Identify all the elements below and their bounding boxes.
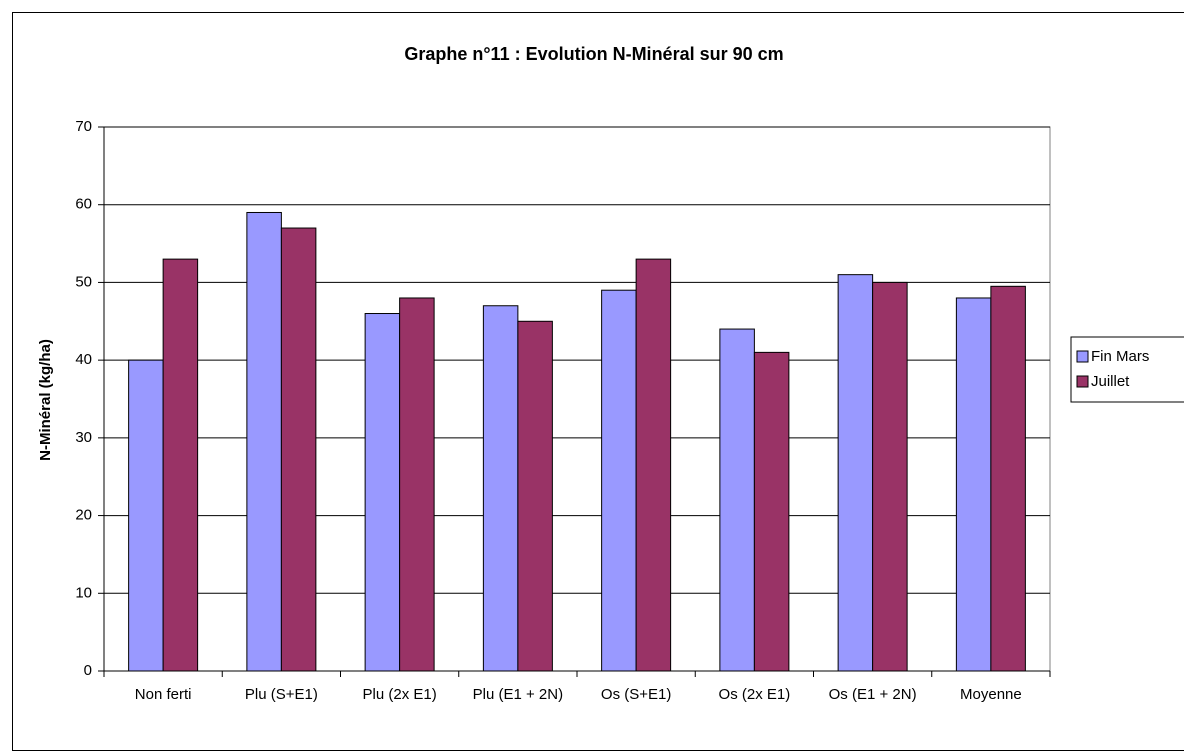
y-tick-label: 30 xyxy=(75,429,92,446)
bar xyxy=(128,359,164,672)
bar xyxy=(990,285,1026,672)
bar xyxy=(753,351,790,672)
bar xyxy=(601,289,637,672)
bar xyxy=(162,258,199,672)
y-tick-label: 50 xyxy=(75,273,92,290)
y-tick-label: 20 xyxy=(75,507,92,524)
legend-label: Juillet xyxy=(1091,373,1130,390)
legend-swatch xyxy=(1076,375,1089,388)
x-tick-label: Plu (S+E1) xyxy=(244,686,318,703)
bar xyxy=(955,297,992,672)
bar xyxy=(837,274,874,672)
bar xyxy=(399,297,435,672)
legend-label: Fin Mars xyxy=(1091,348,1149,365)
y-tick-label: 0 xyxy=(84,662,92,679)
y-tick-label: 70 xyxy=(75,118,92,135)
chart-title: Graphe n°11 : Evolution N-Minéral sur 90… xyxy=(404,44,783,64)
x-tick-label: Non ferti xyxy=(134,686,192,703)
x-tick-label: Plu (E1 + 2N) xyxy=(472,686,564,703)
bar xyxy=(719,328,755,672)
bar xyxy=(280,227,317,672)
x-tick-label: Os (S+E1) xyxy=(600,686,672,703)
bar xyxy=(872,281,908,672)
x-tick-label: Os (2x E1) xyxy=(718,686,791,703)
bar xyxy=(635,258,672,672)
bar xyxy=(517,320,553,672)
y-tick-label: 60 xyxy=(75,196,92,213)
bar xyxy=(482,305,519,672)
y-axis-label: N-Minéral (kg/ha) xyxy=(37,339,54,461)
legend-swatch xyxy=(1076,350,1089,363)
x-tick-label: Os (E1 + 2N) xyxy=(828,686,917,703)
bar xyxy=(246,211,282,672)
x-tick-label: Plu (2x E1) xyxy=(362,686,437,703)
legend-box xyxy=(1070,336,1184,403)
x-tick-label: Moyenne xyxy=(960,686,1022,703)
plot-area xyxy=(103,126,1051,672)
bar xyxy=(364,313,401,672)
y-tick-label: 40 xyxy=(75,351,92,368)
y-tick-label: 10 xyxy=(75,584,92,601)
